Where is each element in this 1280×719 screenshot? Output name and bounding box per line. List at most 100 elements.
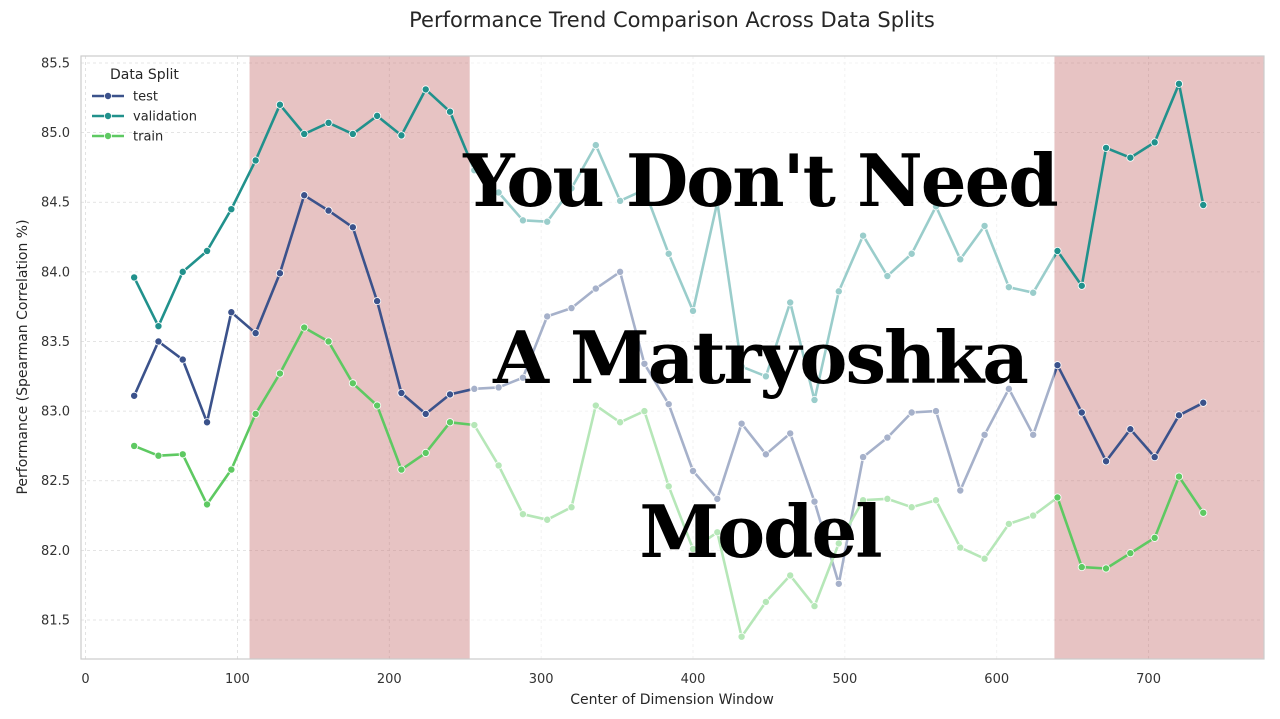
legend-swatch-marker	[104, 131, 113, 140]
x-tick-label: 500	[832, 672, 857, 687]
data-point-test	[1150, 453, 1159, 462]
data-point-train	[1077, 563, 1086, 572]
data-point-train	[397, 465, 406, 474]
plot-frame	[80, 55, 1265, 660]
data-point-train	[1053, 493, 1062, 502]
y-tick-label: 85.0	[41, 126, 70, 141]
shaded-region	[1054, 56, 1264, 659]
legend-swatch-marker	[104, 112, 113, 121]
fade-overlay	[469, 56, 1055, 659]
data-point-train	[1199, 508, 1208, 517]
x-tick-label: 300	[529, 672, 554, 687]
data-point-validation	[1126, 153, 1135, 162]
x-axis-label: Center of Dimension Window	[570, 692, 774, 708]
data-point-train	[446, 418, 455, 427]
data-point-validation	[275, 100, 284, 109]
x-tick-label: 600	[984, 672, 1009, 687]
data-point-validation	[324, 118, 333, 127]
data-point-validation	[446, 107, 455, 116]
x-axis-ticks: 0 100 200 300 400 500 600 700	[81, 672, 1161, 687]
data-point-validation	[397, 131, 406, 140]
data-point-validation	[1077, 281, 1086, 290]
legend: Data Split test validation train	[92, 67, 197, 145]
shaded-regions	[249, 56, 1264, 659]
x-tick-label: 700	[1136, 672, 1161, 687]
data-point-train	[373, 401, 382, 410]
data-point-test	[178, 355, 187, 364]
y-tick-label: 82.5	[41, 474, 70, 489]
data-point-test	[324, 206, 333, 215]
legend-label: test	[133, 90, 158, 105]
data-point-test	[1199, 398, 1208, 407]
data-point-validation	[373, 111, 382, 120]
data-point-validation	[178, 267, 187, 276]
fade-window	[469, 56, 1055, 659]
data-point-test	[154, 337, 163, 346]
y-tick-label: 85.5	[41, 56, 70, 71]
legend-item-validation: validation	[92, 110, 197, 125]
data-point-train	[324, 337, 333, 346]
data-point-validation	[1053, 246, 1062, 255]
data-point-test	[300, 191, 309, 200]
data-point-train	[251, 409, 260, 418]
data-point-train	[227, 465, 236, 474]
data-point-validation	[421, 85, 430, 94]
legend-title: Data Split	[110, 67, 179, 83]
data-point-test	[1053, 361, 1062, 370]
data-point-train	[203, 500, 212, 509]
data-point-test	[1102, 457, 1111, 466]
data-point-test	[251, 329, 260, 338]
data-point-train	[1102, 564, 1111, 573]
chart-title: Performance Trend Comparison Across Data…	[409, 8, 935, 32]
data-point-train	[130, 441, 139, 450]
x-tick-label: 200	[377, 672, 402, 687]
data-point-train	[1150, 533, 1159, 542]
data-point-test	[348, 223, 357, 232]
legend-label: validation	[133, 110, 197, 125]
data-point-train	[300, 323, 309, 332]
legend-item-test: test	[92, 90, 158, 105]
data-point-validation	[1102, 143, 1111, 152]
data-point-test	[1174, 411, 1183, 420]
data-point-validation	[300, 129, 309, 138]
data-point-validation	[1199, 201, 1208, 210]
data-point-test	[227, 308, 236, 317]
overlay-text: You Don't Need A Matryoshka Model	[462, 138, 1059, 574]
data-point-train	[275, 369, 284, 378]
data-point-test	[421, 409, 430, 418]
data-point-train	[421, 448, 430, 457]
data-point-validation	[130, 273, 139, 282]
data-point-test	[397, 389, 406, 398]
data-point-validation	[348, 129, 357, 138]
y-axis-label: Performance (Spearman Correlation %)	[15, 219, 31, 494]
legend-item-train: train	[92, 130, 163, 145]
overlay-line-1: You Don't Need	[462, 138, 1057, 223]
legend-swatch-marker	[104, 92, 113, 101]
data-point-train	[1126, 549, 1135, 558]
shaded-region	[249, 56, 470, 659]
data-point-validation	[251, 156, 260, 165]
y-tick-label: 83.5	[41, 335, 70, 350]
data-point-validation	[154, 322, 163, 331]
x-tick-label: 0	[81, 672, 89, 687]
y-tick-label: 83.0	[41, 405, 70, 420]
data-point-test	[1077, 408, 1086, 417]
overlay-line-2: A Matryoshka	[492, 315, 1027, 400]
y-tick-label: 81.5	[41, 614, 70, 629]
y-tick-label: 82.0	[41, 544, 70, 559]
overlay-line-3: Model	[639, 489, 881, 574]
legend-label: train	[133, 130, 163, 145]
data-point-validation	[1150, 138, 1159, 147]
data-point-test	[1126, 425, 1135, 434]
y-axis-ticks: 81.5 82.0 82.5 83.0 83.5 84.0 84.5 85.0 85.5	[41, 56, 70, 628]
data-point-test	[130, 391, 139, 400]
y-tick-label: 84.0	[41, 265, 70, 280]
data-point-train	[154, 451, 163, 460]
data-point-train	[178, 450, 187, 459]
x-tick-label: 100	[225, 672, 250, 687]
data-point-test	[275, 269, 284, 278]
data-point-test	[203, 418, 212, 427]
data-point-validation	[1174, 79, 1183, 88]
y-tick-label: 84.5	[41, 196, 70, 211]
